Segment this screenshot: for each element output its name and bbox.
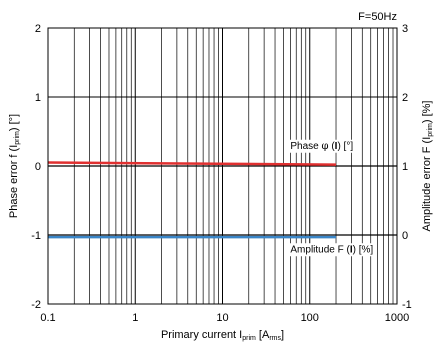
- y-right-tick-label: 0: [402, 230, 408, 242]
- x-label-sub: prim: [242, 335, 256, 342]
- x-label-main: Primary current I: [161, 329, 242, 341]
- y-right-tick-label: 3: [402, 23, 408, 35]
- y-left-tick-labels: -2 -1 0 1 2: [31, 23, 41, 311]
- x-tick-label: 10: [216, 312, 228, 324]
- y-right-tick-label: 1: [402, 161, 408, 173]
- x-tick-label: 0.1: [40, 312, 55, 324]
- y-right-label-sub: prim: [427, 123, 434, 137]
- y-left-tick-label: -2: [31, 299, 41, 311]
- y-right-tick-label: -1: [402, 299, 412, 311]
- y-left-tick-label: -1: [31, 230, 41, 242]
- y-left-tick-label: 2: [35, 23, 41, 35]
- x-tick-label: 1000: [385, 312, 409, 324]
- x-tick-label: 100: [301, 312, 319, 324]
- x-label-unit-open: [A: [256, 329, 270, 341]
- frequency-label: F=50Hz: [358, 11, 397, 23]
- amplitude-series-label: Amplitude F (I) [%]: [290, 244, 373, 255]
- amplitude-label-background: [288, 243, 376, 257]
- y-right-axis-label: Amplitude error F (Iprim) [%]: [421, 101, 434, 232]
- series-layer: [47, 161, 337, 239]
- plot-frame: [47, 27, 398, 305]
- y-right-tick-label: 2: [402, 92, 408, 104]
- x-tick-label: 1: [132, 312, 138, 324]
- reference-lines: [48, 165, 397, 236]
- phase-label-background: [288, 139, 356, 153]
- phase-series-line: [47, 161, 337, 166]
- y-left-axis-label: Phase error f (Iprim) [°]: [8, 114, 21, 218]
- y-right-tick-labels: -1 0 1 2 3: [402, 23, 412, 311]
- x-label-unit-close: ]: [281, 329, 284, 341]
- phase-series-label: Phase φ (I) [°]: [290, 141, 353, 152]
- y-right-label-close: ) [%]: [421, 101, 433, 124]
- y-left-label-close: ) [°]: [8, 114, 20, 131]
- y-left-label-main: Phase error f (I: [8, 145, 20, 218]
- x-axis-label: Primary current Iprim [Arms]: [161, 329, 284, 342]
- y-right-label-main: Amplitude error F (I: [421, 137, 433, 232]
- x-tick-labels: 0.1 1 10 100 1000: [40, 312, 409, 324]
- y-left-tick-label: 1: [35, 92, 41, 104]
- y-left-label-sub: prim: [14, 131, 21, 145]
- x-label-unit-sub: rms: [269, 335, 281, 342]
- y-left-tick-label: 0: [35, 161, 41, 173]
